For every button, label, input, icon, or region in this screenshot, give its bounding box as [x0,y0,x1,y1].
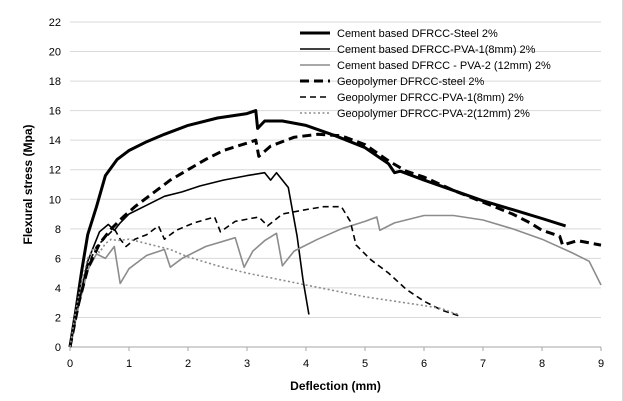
y-tick-label: 12 [49,165,61,177]
y-tick-label: 18 [49,76,61,88]
y-tick-label: 16 [49,106,61,118]
y-tick-label: 20 [49,47,61,59]
legend-label-1: Cement based DFRCC-Steel 2% [337,28,498,40]
x-tick-label: 4 [303,358,309,370]
x-tick-label: 3 [244,358,250,370]
x-tick-label: 7 [480,358,486,370]
x-axis-title: Deflection (mm) [290,379,381,393]
x-tick-label: 6 [421,358,427,370]
y-tick-label: 10 [49,194,61,206]
x-tick-label: 5 [362,358,368,370]
series-line-2 [69,171,310,348]
x-tick-label: 9 [598,358,604,370]
series-line-5 [69,205,460,348]
legend-label-5: Geopolymer DFRCC-PVA-1(8mm) 2% [337,92,524,104]
y-tick-label: 22 [49,17,61,29]
y-tick-label: 4 [55,283,61,295]
x-tick-label: 2 [185,358,191,370]
legend-label-3: Cement based DFRCC - PVA-2 (12mm) 2% [337,60,551,72]
series-lines [68,109,602,348]
gridlines [70,21,601,318]
y-tick-label: 0 [55,342,61,354]
x-tick-label: 0 [67,358,73,370]
legend-label-6: Geopolymer DFRCC-PVA-2(12mm) 2% [337,108,530,120]
y-tick-label: 2 [55,312,61,324]
x-tick-label: 1 [126,358,132,370]
series-line-6 [69,238,460,348]
legend-label-4: Geopolymer DFRCC-steel 2% [337,76,485,88]
series-line-3 [69,214,602,348]
legend-label-2: Cement based DFRCC-PVA-1(8mm) 2% [337,44,536,56]
y-tick-label: 8 [55,224,61,236]
y-tick-label: 6 [55,253,61,265]
x-tick-label: 8 [539,358,545,370]
y-tick-label: 14 [49,135,61,147]
y-axis-title: Flexural stress (Mpa) [21,124,35,244]
series-line-4 [68,132,602,348]
legend: Cement based DFRCC-Steel 2% Cement based … [300,28,551,120]
series-line-1 [68,109,567,348]
